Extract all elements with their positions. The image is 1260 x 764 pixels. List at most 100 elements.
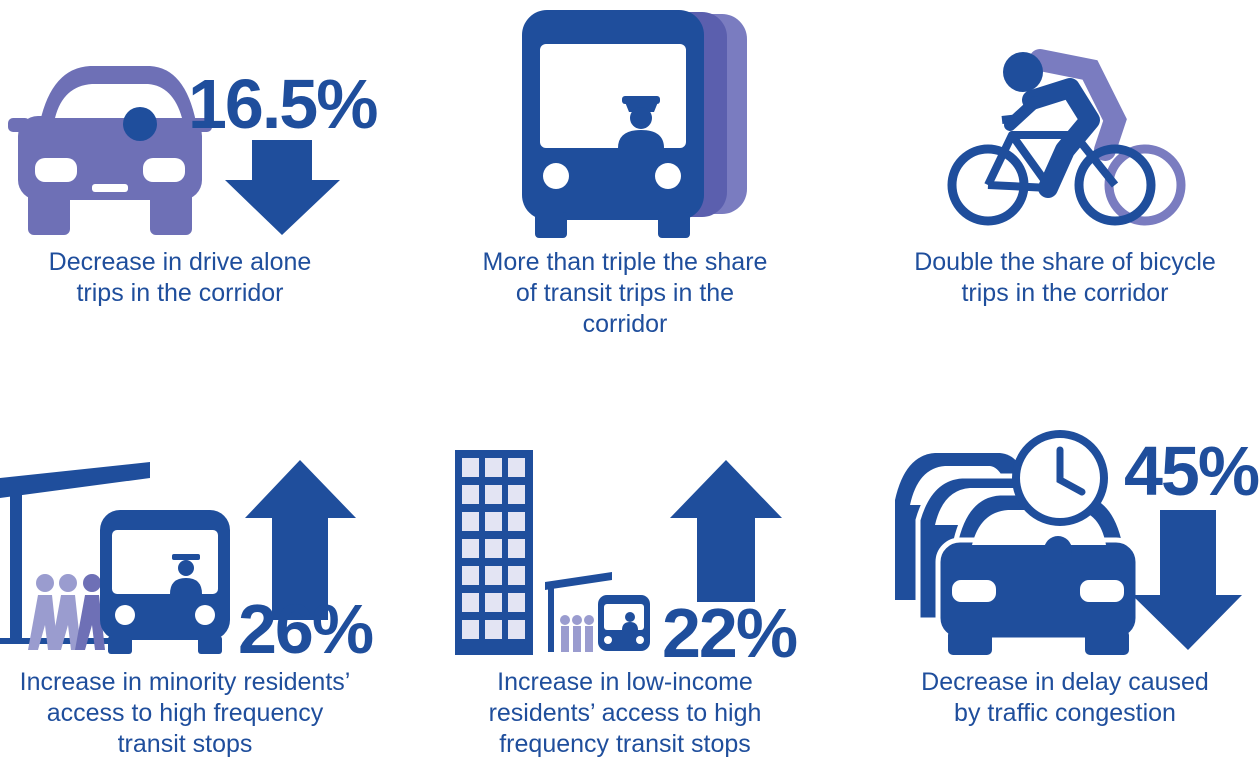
bus-icon-part [540,44,686,148]
building-bus-icon-part [548,588,554,652]
caption-line: frequency transit stops [499,730,751,758]
arrow-down [225,140,340,235]
building-bus-icon-part-part [485,512,502,531]
stat: 22% [662,594,797,672]
shelter-bus-icon [0,462,230,654]
building-bus-icon-part-part [462,566,479,585]
caption-line: More than triple the share [483,248,768,276]
shelter-bus-icon-part-part [75,595,105,650]
building-bus-icon-part-part [485,593,502,612]
arrow-up [245,460,356,620]
shelter-bus-icon-part [108,636,132,654]
building-bus-icon-part-part [561,626,569,652]
caption-line: by traffic congestion [954,699,1176,727]
car-icon-part [190,118,212,132]
traffic-clock-icon-part [1044,536,1072,564]
shelter-bus-icon-part [178,560,194,576]
shelter-bus-icon-part [170,578,202,594]
car-icon-part [143,158,185,182]
bus-icon-part [655,163,681,189]
building-bus-icon-part [625,612,635,622]
building-bus-icon-part-part [485,566,502,585]
shelter-bus-icon-part [198,636,222,654]
building-bus-icon-part-part [462,620,479,639]
shelter-bus-icon-part [10,490,22,640]
arrow-down [1132,510,1242,650]
caption-line: Decrease in delay caused [921,668,1209,696]
building-bus-icon-part [636,636,644,644]
building-bus-icon-part-part [485,485,502,504]
building-bus-icon-part-part [485,458,502,477]
bicycle-icon-part [1074,144,1156,226]
caption-line: Double the share of bicycle [914,248,1216,276]
car-icon-part [55,84,182,118]
traffic-clock-icon [895,430,1141,655]
building-bus-icon-part-part [462,539,479,558]
bicycle-icon [947,49,1186,226]
stat: 26% [238,590,373,668]
car-icon-part [35,158,77,182]
shelter-bus-icon-part [75,574,105,650]
bicycle-icon-part [1104,144,1186,226]
car-icon-part [92,184,128,192]
car-icon-part [123,107,157,141]
caption-line: corridor [583,310,668,338]
bicycle-icon-part [1004,96,1041,131]
bus-icon-part [658,212,690,238]
shelter-bus-icon-part-part [83,574,101,592]
caption-line: of transit trips in the [516,279,734,307]
building-bus-icon-part-part [508,485,525,504]
shelter-bus-icon-part [195,605,215,625]
bus-icon-part [618,130,664,148]
building-bus-icon [455,450,650,655]
bus-icon-part [625,102,658,112]
shelter-bus-icon-part [28,574,81,650]
bicycle-icon-part [1022,78,1100,198]
car-icon-part [28,190,70,235]
shelter-bus-icon-part [115,605,135,625]
caption-line: trips in the corridor [76,279,283,307]
shelter-bus-icon-part [172,554,200,560]
building-bus-icon-part-part [508,539,525,558]
stat: 45% [1124,432,1259,510]
building-bus-icon-part-part [462,458,479,477]
traffic-clock-icon-part [952,580,996,602]
caption-line: residents’ access to high [489,699,762,727]
shelter-bus-icon-part-part [28,595,58,650]
shelter-bus-icon-part-part [51,595,81,650]
building-bus-icon-part [622,622,638,630]
building-bus-icon-part-part [462,593,479,612]
building-bus-icon-part-part [560,615,570,625]
stat: 16.5% [188,65,377,143]
bus-icon [522,10,747,238]
traffic-clock-icon-part [1056,446,1086,496]
caption-line: access to high frequency [47,699,324,727]
building-bus-icon-part [604,636,612,644]
building-bus-icon-part-part [585,626,593,652]
building-bus-icon-part [545,572,612,590]
building-bus-icon-part-part [572,615,582,625]
building-bus-icon-part-part [508,593,525,612]
traffic-clock-icon-part [948,630,992,655]
building-bus-icon-part-part [485,539,502,558]
building-bus-icon-part-part [508,566,525,585]
building-bus-icon-part-part [573,626,581,652]
traffic-clock-icon-part [1085,630,1129,655]
caption-line: Increase in low-income [497,668,753,696]
building-bus-icon-part-part [508,620,525,639]
shelter-bus-icon-part [0,462,150,498]
caption-line: Decrease in drive alone [49,248,312,276]
shelter-bus-icon-part [112,530,218,594]
building-bus-icon-part [560,615,594,652]
building-bus-icon-part-part [462,512,479,531]
captions: Decrease in drive alone trips in the corr… [20,248,1216,758]
building-bus-icon-part-part [508,512,525,531]
bus-icon-part [543,163,569,189]
bicycle-icon-part [1029,49,1127,161]
building-bus-icon-part [462,458,525,639]
bus-icon-part [535,212,567,238]
bicycle-icon-part [1003,52,1043,92]
car-icon [8,66,212,235]
caption-line: transit stops [118,730,253,758]
